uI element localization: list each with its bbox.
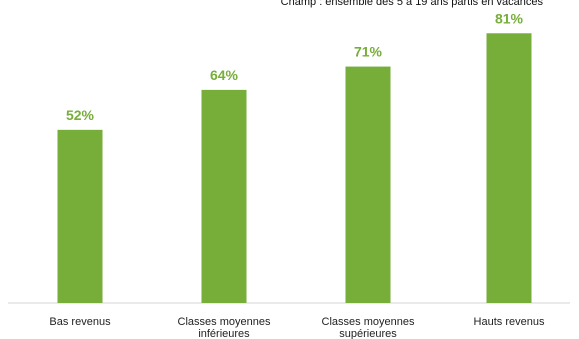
- bar-3: [345, 66, 391, 303]
- x-tick-label-line: Bas revenus: [49, 316, 111, 328]
- x-tick-label-4: Hauts revenus: [474, 316, 545, 328]
- x-tick-label-line: inférieures: [198, 328, 250, 339]
- data-label-1: 52%: [66, 107, 95, 123]
- x-tick-label-1: Bas revenus: [49, 316, 111, 328]
- x-tick-label-line: supérieures: [339, 328, 397, 339]
- x-tick-label-2: Classes moyennes inférieures: [178, 316, 271, 339]
- x-tick-label-line: Classes moyennes: [178, 316, 271, 328]
- x-tick-label-3: Classes moyennes supérieures: [322, 316, 415, 339]
- data-label-4: 81%: [495, 10, 524, 26]
- bar-4: [486, 33, 532, 304]
- data-label-3: 71%: [354, 44, 383, 60]
- data-label-2: 64%: [210, 67, 239, 83]
- x-tick-label-line: Classes moyennes: [322, 316, 415, 328]
- bar-2: [201, 89, 247, 303]
- bar-1: [57, 129, 103, 303]
- x-tick-label-line: Hauts revenus: [474, 316, 545, 328]
- chart-subtitle: Champ : ensemble des 5 à 19 ans partis e…: [280, 0, 543, 8]
